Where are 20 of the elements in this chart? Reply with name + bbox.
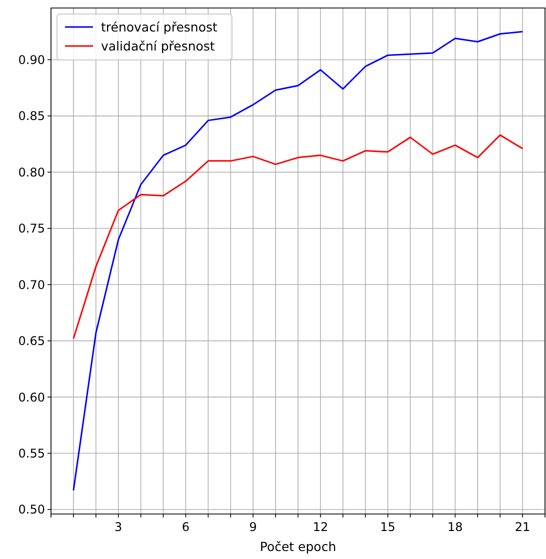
x-tick-label: 3 — [114, 520, 122, 534]
y-tick-label: 0.70 — [18, 278, 45, 292]
x-axis-title: Počet epoch — [260, 539, 336, 554]
x-tick-label: 21 — [514, 520, 530, 534]
y-tick-label: 0.65 — [18, 334, 45, 348]
y-tick-label: 0.80 — [18, 165, 45, 180]
y-tick-label: 0.55 — [18, 446, 45, 460]
x-tick-label: 6 — [182, 520, 190, 534]
y-tick-label: 0.60 — [18, 390, 45, 404]
y-tick-label: 0.90 — [18, 52, 45, 67]
legend-label: validační přesnost — [101, 38, 215, 54]
x-tick-label: 15 — [380, 520, 396, 534]
legend-label: trénovací přesnost — [101, 19, 218, 34]
x-tick-label: 12 — [312, 520, 328, 534]
x-tick-label: 18 — [448, 520, 463, 534]
y-tick-label: 0.75 — [18, 222, 45, 236]
line-series — [72, 134, 524, 340]
y-tick-label: 0.85 — [18, 109, 45, 124]
y-tick-label: 0.50 — [18, 502, 45, 517]
x-tick-label: 9 — [249, 520, 257, 534]
